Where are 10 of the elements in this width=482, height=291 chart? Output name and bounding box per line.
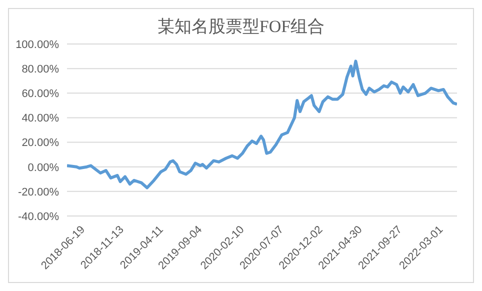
y-tick-label: 60.00% (22, 88, 60, 100)
y-tick-label: -40.00% (18, 210, 60, 223)
y-tick-label: 100.00% (16, 38, 60, 51)
chart-title: 某知名股票型FOF组合 (156, 16, 326, 38)
y-tick-label: 0.00% (28, 162, 60, 174)
y-tick-label: 40.00% (22, 112, 60, 125)
y-tick-label: 80.00% (22, 63, 60, 76)
y-tick-label: -20.00% (18, 186, 60, 198)
y-tick-label: 20.00% (22, 137, 60, 150)
line-series (67, 60, 457, 190)
